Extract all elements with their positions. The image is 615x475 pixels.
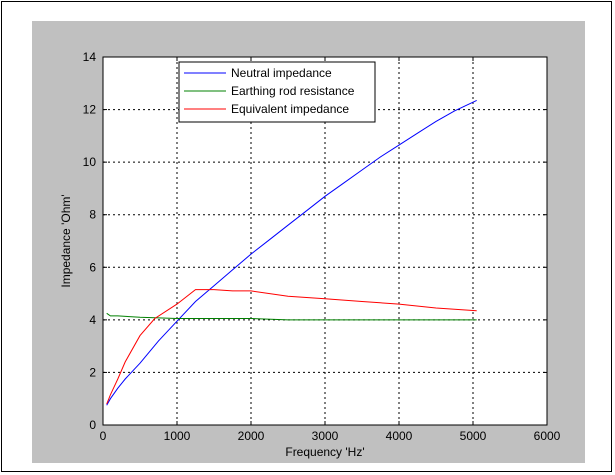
y-tick-label: 6: [89, 260, 96, 274]
x-tick-label: 1000: [164, 429, 191, 443]
series-line-3: [106, 289, 477, 405]
series-line-1: [106, 99, 477, 406]
legend-label: Neutral impedance: [231, 66, 332, 80]
line-chart: 0 1000 2000 3000 4000 5000 6000 0 2 4 6 8 10 12 14 Fre…: [59, 50, 561, 459]
legend-label: Earthing rod resistance: [231, 84, 355, 98]
y-tick-label: 12: [83, 103, 97, 117]
y-tick-label: 4: [89, 313, 96, 327]
x-tick-label: 6000: [534, 429, 561, 443]
series-layer: [106, 99, 477, 406]
y-tick-label: 8: [89, 208, 96, 222]
figure-background: 0 1000 2000 3000 4000 5000 6000 0 2 4 6 8 10 12 14 Fre…: [32, 21, 585, 463]
x-tick-label: 3000: [312, 429, 339, 443]
y-tick-label: 2: [89, 365, 96, 379]
y-tick-label: 10: [83, 155, 97, 169]
tick-labels: 0 1000 2000 3000 4000 5000 6000 0 2 4 6 8 10 12 14: [83, 50, 561, 443]
legend-label: Equivalent impedance: [231, 102, 349, 116]
y-axis-label: Impedance 'Ohm': [59, 194, 73, 287]
legend-entries: Neutral impedance Earthing rod resistance…: [184, 66, 355, 116]
series-line-2: [106, 312, 477, 321]
x-axis-label: Frequency 'Hz': [285, 445, 364, 459]
x-tick-label: 2000: [238, 429, 265, 443]
x-tick-label: 5000: [460, 429, 487, 443]
y-tick-label: 14: [83, 50, 97, 64]
legend: Neutral impedance Earthing rod resistance…: [178, 61, 376, 123]
y-tick-label: 0: [89, 418, 96, 432]
tick-marks: [102, 56, 548, 426]
legend-box: [178, 61, 376, 123]
x-tick-label: 4000: [386, 429, 413, 443]
x-tick-label: 0: [100, 429, 107, 443]
